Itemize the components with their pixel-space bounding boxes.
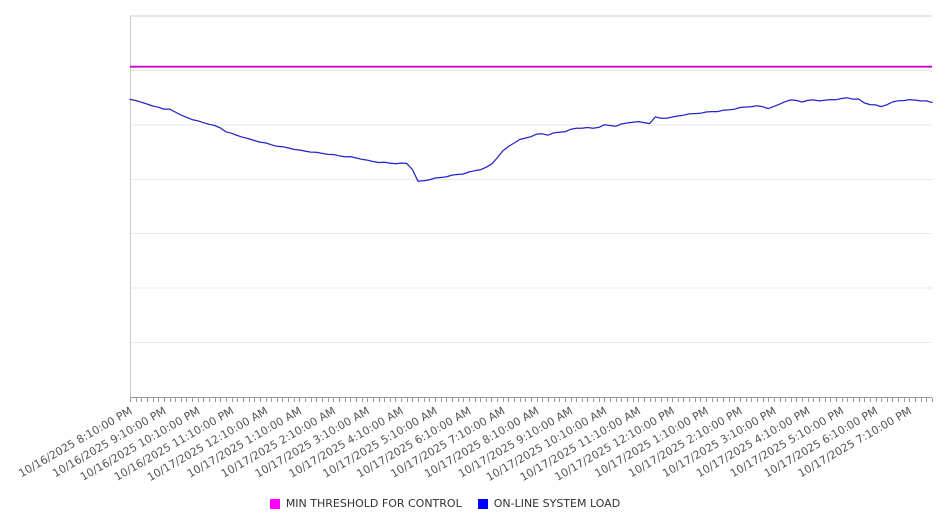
legend-item-online-system-load[interactable]: ON-LINE SYSTEM LOAD: [477, 497, 621, 510]
online-system-load-swatch-icon: [477, 498, 488, 509]
legend-label-online-system-load: ON-LINE SYSTEM LOAD: [493, 497, 621, 510]
legend-item-min-threshold[interactable]: MIN THRESHOLD FOR CONTROL: [269, 497, 462, 510]
min-threshold-swatch-icon: [269, 498, 280, 509]
chart-legend: MIN THRESHOLD FOR CONTROL ON-LINE SYSTEM…: [0, 497, 918, 510]
legend-label-min-threshold: MIN THRESHOLD FOR CONTROL: [285, 497, 462, 510]
